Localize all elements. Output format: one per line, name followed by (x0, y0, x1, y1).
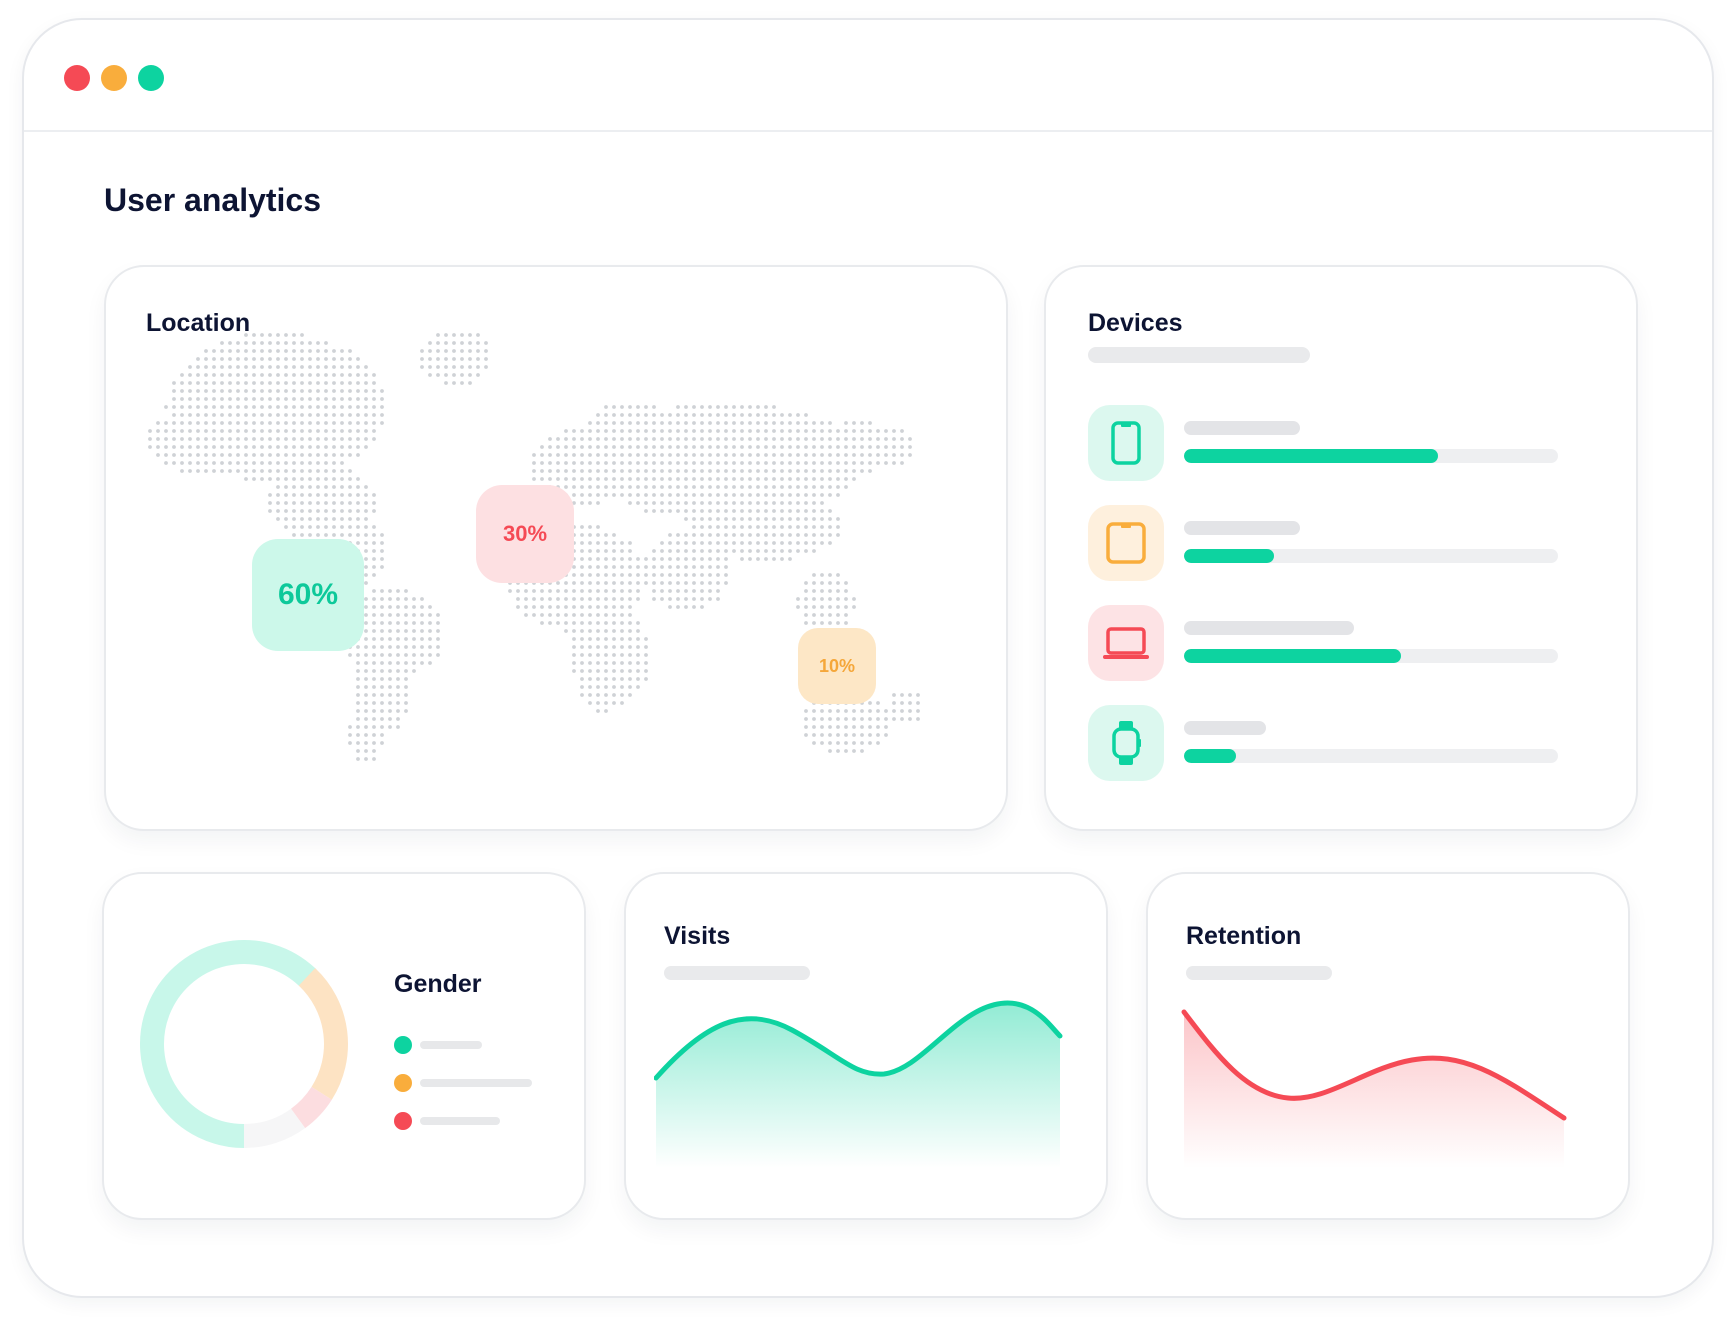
world-map-dots (148, 333, 920, 761)
location-badge-30[interactable]: 30% (476, 485, 574, 583)
device-row-smartwatch[interactable] (1088, 705, 1568, 781)
app-window: User analytics Location 60% 30% 10% Devi… (22, 18, 1714, 1298)
gender-donut-chart (140, 940, 348, 1148)
gender-card: Gender (102, 872, 586, 1220)
title-bar (24, 20, 1712, 132)
gender-legend-item-2 (394, 1072, 534, 1092)
devices-subtitle-placeholder (1088, 347, 1310, 363)
location-badge-10-label: 10% (818, 655, 856, 676)
gender-legend-item-3 (394, 1110, 504, 1130)
location-badge-30-label: 30% (502, 521, 548, 546)
location-title: Location (146, 309, 251, 337)
minimize-window-button[interactable] (101, 65, 127, 91)
device-row-laptop[interactable] (1088, 605, 1568, 681)
device-usage-fill (1184, 649, 1401, 663)
retention-area (1184, 1012, 1564, 1168)
location-card: Location 60% 30% 10% (104, 265, 1008, 831)
location-badge-10[interactable]: 10% (798, 628, 876, 704)
donut-segment-2 (298, 968, 348, 1100)
location-badge-60[interactable]: 60% (252, 539, 364, 651)
legend-dot (394, 1074, 412, 1092)
visits-card: Visits (624, 872, 1108, 1220)
visits-title: Visits (664, 922, 731, 950)
visits-subtitle-placeholder (664, 966, 810, 980)
device-row-tablet[interactable] (1088, 505, 1568, 581)
devices-card: Devices (1044, 265, 1638, 831)
devices-title: Devices (1088, 309, 1183, 337)
device-usage-fill (1184, 549, 1274, 563)
device-usage-bar (1184, 549, 1558, 563)
gender-legend-item-1 (394, 1034, 484, 1054)
device-usage-fill (1184, 449, 1439, 463)
visits-area (656, 1003, 1060, 1168)
device-row-smartphone[interactable] (1088, 405, 1568, 481)
device-label-placeholder (1184, 421, 1300, 435)
location-badge-60-label: 60% (277, 578, 339, 611)
legend-label-placeholder (420, 1117, 500, 1125)
gender-title: Gender (394, 970, 482, 998)
device-usage-fill (1184, 749, 1237, 763)
device-usage-bar (1184, 449, 1558, 463)
legend-label-placeholder (420, 1079, 532, 1087)
close-window-button[interactable] (64, 65, 90, 91)
retention-line (1181, 1009, 1567, 1121)
maximize-window-button[interactable] (138, 65, 164, 91)
device-usage-bar (1184, 749, 1558, 763)
page-title: User analytics (104, 182, 322, 218)
smartwatch-icon (1088, 705, 1164, 781)
device-label-placeholder (1184, 521, 1300, 535)
legend-dot (394, 1112, 412, 1130)
donut-segment-4 (243, 1108, 306, 1148)
donut-segment-1 (140, 940, 319, 1148)
legend-dot (394, 1036, 412, 1054)
retention-title: Retention (1186, 922, 1302, 950)
device-label-placeholder (1184, 621, 1354, 635)
retention-subtitle-placeholder (1186, 966, 1332, 980)
device-label-placeholder (1184, 721, 1266, 735)
retention-area-chart (1181, 1009, 1567, 1168)
visits-area-chart (654, 1000, 1063, 1168)
donut-segment-3 (290, 1086, 332, 1129)
legend-label-placeholder (420, 1041, 482, 1049)
visits-line (654, 1000, 1063, 1081)
device-usage-bar (1184, 649, 1558, 663)
smartphone-icon (1088, 405, 1164, 481)
tablet-icon (1088, 505, 1164, 581)
laptop-icon (1088, 605, 1164, 681)
retention-card: Retention (1146, 872, 1630, 1220)
